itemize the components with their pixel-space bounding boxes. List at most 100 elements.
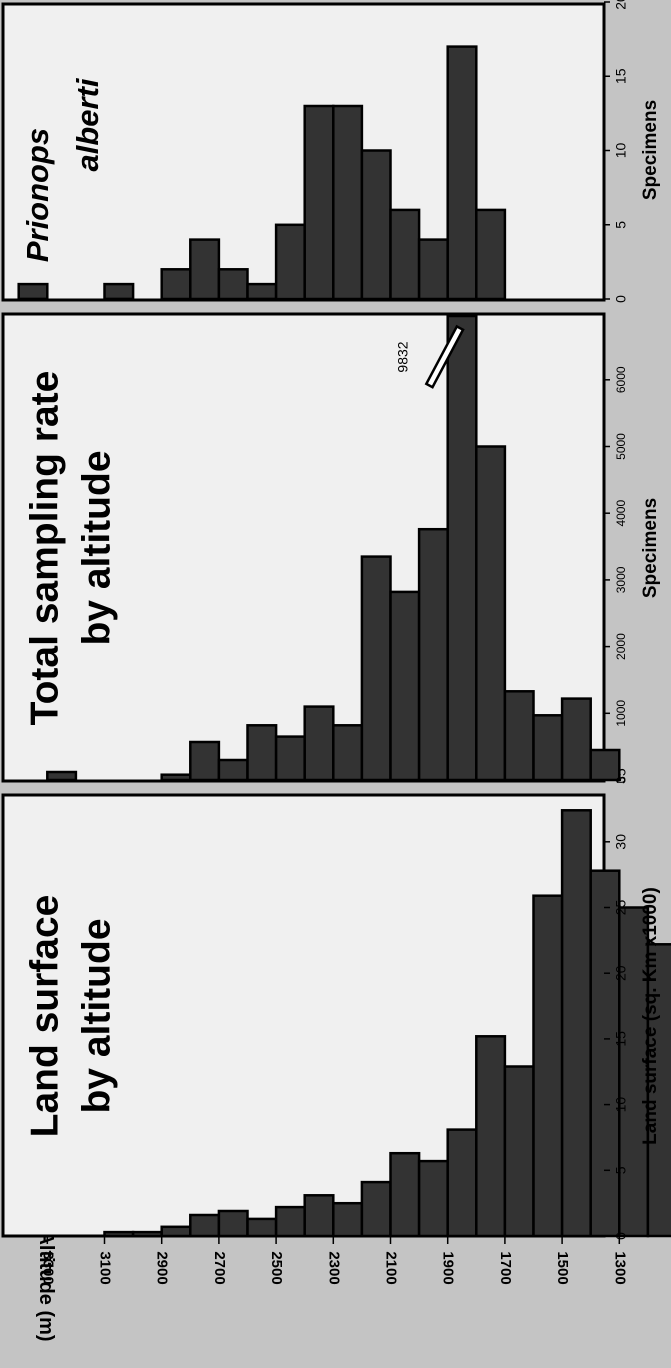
- bar-2200: [360, 555, 392, 782]
- x-tick-label: 30: [613, 834, 629, 850]
- bar-2700: [217, 758, 249, 782]
- total-sampling-bars: [46, 314, 621, 782]
- altitude-tick-label: 2900: [154, 1251, 171, 1284]
- x-tick-label: 10: [613, 1097, 629, 1113]
- altitude-tick-label: 1900: [440, 1251, 457, 1284]
- bar-2700: [217, 268, 249, 301]
- prionops-title-line-1: Prionops: [20, 128, 55, 262]
- bar-1700: [503, 690, 535, 782]
- bar-1600: [532, 894, 564, 1238]
- altitude-tick-label: 1700: [497, 1251, 514, 1284]
- bar-1900: [446, 1128, 478, 1238]
- land-surface-bars: [103, 809, 671, 1238]
- x-tick-label: 0: [613, 1232, 629, 1240]
- bar-3000: [131, 1230, 163, 1238]
- bar-2200: [360, 149, 392, 301]
- bar-1700: [503, 1065, 535, 1238]
- altitude-tick-label: 3300: [39, 1251, 56, 1284]
- bar-2800: [189, 740, 221, 782]
- x-tick-label: 20: [613, 965, 629, 981]
- bar-1200: [646, 943, 671, 1238]
- bar-2100: [389, 1151, 421, 1238]
- bar-1400: [589, 748, 621, 782]
- axis-break-value: 9832: [395, 341, 411, 372]
- altitude-tick-label: 2300: [325, 1251, 342, 1284]
- axis-break-marker: [424, 324, 465, 389]
- bar-2900: [160, 773, 192, 782]
- altitude-tick-label: 3100: [97, 1251, 114, 1284]
- x-tick-label: 15: [613, 1031, 629, 1047]
- x-tick-label: 5000: [614, 433, 628, 460]
- bar-2300: [332, 724, 364, 782]
- total-sampling-x-axis-label: Specimens: [640, 498, 661, 598]
- bar-1400: [589, 869, 621, 1238]
- bar-3100: [103, 282, 135, 301]
- altitude-tick-label: 2100: [383, 1251, 400, 1284]
- land-surface-title-line-2: by altitude: [75, 918, 118, 1113]
- altitude-tick-label: 2700: [211, 1251, 228, 1284]
- x-tick-label: 2000: [614, 633, 628, 660]
- bar-2900: [160, 268, 192, 301]
- bar-1500: [560, 697, 592, 782]
- prionops-x-axis-label: Specimens: [640, 100, 661, 200]
- land-surface-x-axis-label: Land surface (sq. Km x1000): [640, 887, 661, 1145]
- x-tick-label: 0: [614, 776, 628, 783]
- bar-1900: [446, 45, 478, 301]
- bar-2000: [417, 527, 449, 782]
- altitude-tick-label: 2500: [268, 1251, 285, 1284]
- prionops-x-ticks: 0 5 10 15 20: [604, 0, 629, 303]
- bar-1500: [560, 809, 592, 1238]
- x-tick-label: 0: [613, 295, 629, 303]
- bar-2000: [417, 238, 449, 301]
- bar-2400: [303, 104, 335, 301]
- x-tick-label: 20: [613, 0, 629, 10]
- bar-2600: [246, 1217, 278, 1238]
- bar-2000: [417, 1159, 449, 1238]
- bar-2500: [274, 735, 306, 782]
- bar-2500: [274, 223, 306, 301]
- bar-2900: [160, 1225, 192, 1238]
- bar-2100: [389, 208, 421, 301]
- bar-1900: [446, 314, 478, 782]
- x-tick-label: 6000: [614, 366, 628, 393]
- bar-1600: [532, 714, 564, 782]
- x-tick-label: 25: [613, 900, 629, 916]
- total-sampling-x-ticks: 0 1000 2000 3000 4000 5000 6000: [604, 366, 628, 783]
- bar-3300: [46, 770, 78, 782]
- altitude-tick-label: 1300: [611, 1251, 628, 1284]
- bar-2600: [246, 724, 278, 782]
- bar-2100: [389, 590, 421, 782]
- prionops-bars: [17, 45, 507, 301]
- x-tick-label: 5: [613, 1166, 629, 1174]
- prionops-title-line-2: alberti: [70, 77, 105, 171]
- altitude-tick-label: 1100: [669, 1252, 671, 1285]
- bar-2800: [189, 1213, 221, 1238]
- x-tick-label: 5: [613, 221, 629, 229]
- bar-3100: [103, 1230, 135, 1238]
- x-tick-label: 15: [613, 68, 629, 84]
- altitude-axis-label: Altitude (m): [35, 1230, 57, 1341]
- bar-1800: [475, 445, 507, 782]
- bar-1800: [475, 208, 507, 301]
- bar-3400: [17, 282, 49, 301]
- altitude-axis: Altitude (m) 350033003100290027002500230…: [35, 1230, 671, 1341]
- altitude-tick-label: 1500: [554, 1251, 571, 1284]
- panel-land-surface: Land surface by altitude 05101520253035 …: [1, 768, 671, 1240]
- bar-2500: [274, 1205, 306, 1238]
- total-sampling-title-line-1: Total sampling rate: [23, 371, 66, 726]
- x-tick-label: 1000: [614, 700, 628, 727]
- bar-2400: [303, 1194, 335, 1238]
- altitude-tick-labels: 3500330031002900270025002300210019001700…: [39, 1236, 671, 1285]
- bar-2700: [217, 1209, 249, 1238]
- land-surface-title-line-1: Land surface: [23, 895, 66, 1138]
- panel-total-sampling: 9832 Total sampling rate by altitude 0 10…: [1, 312, 661, 783]
- bar-2800: [189, 238, 221, 301]
- x-tick-label: 3000: [614, 566, 628, 593]
- bar-1800: [475, 1035, 507, 1238]
- x-tick-label: 10: [613, 143, 629, 159]
- bar-2300: [332, 1201, 364, 1238]
- bar-2600: [246, 282, 278, 301]
- bar-2200: [360, 1180, 392, 1238]
